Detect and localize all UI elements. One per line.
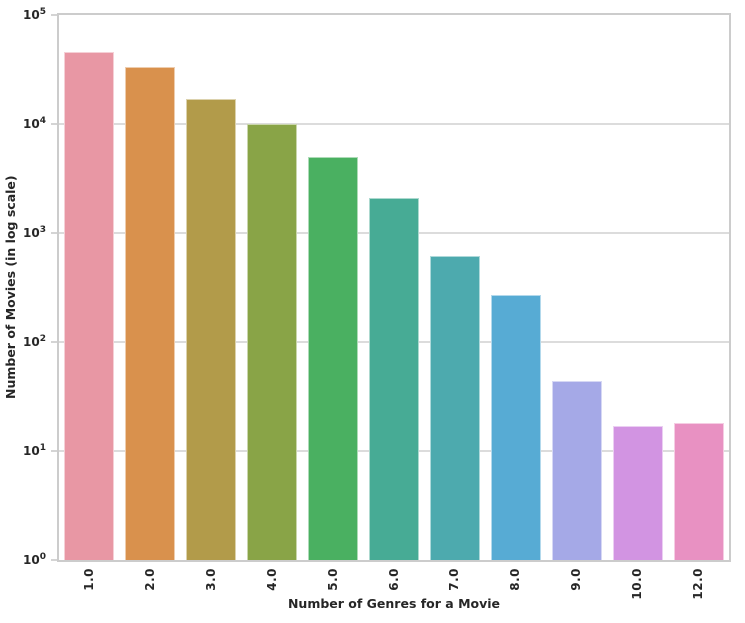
y-tick-mark: [51, 341, 57, 343]
y-tick-label: 103: [23, 224, 46, 240]
y-tick-exponent: 3: [39, 224, 46, 235]
bar-4.0: [247, 124, 298, 560]
y-tick-mark: [51, 14, 57, 16]
y-tick-label: 104: [23, 115, 46, 131]
bar-5.0: [308, 156, 359, 560]
y-tick-label: 100: [23, 551, 46, 567]
y-tick-exponent: 0: [39, 551, 46, 562]
y-tick-label: 101: [23, 442, 46, 458]
bar-3.0: [186, 98, 237, 560]
x-tick-label: 3.0: [203, 568, 218, 591]
y-axis-title: Number of Movies (in log scale): [3, 175, 18, 400]
bar-2.0: [125, 67, 176, 560]
x-tick-label: 5.0: [325, 568, 340, 591]
x-tick-label: 4.0: [264, 568, 279, 591]
bar-10.0: [612, 425, 663, 560]
y-tick-label: 105: [23, 6, 46, 22]
bar-6.0: [369, 197, 419, 560]
plot-area: [57, 13, 731, 562]
y-tick-exponent: 4: [39, 115, 46, 126]
x-tick-label: 6.0: [386, 568, 401, 591]
y-tick-mark: [51, 450, 57, 452]
y-tick-exponent: 1: [39, 442, 46, 453]
bar-12.0: [673, 423, 724, 560]
x-tick-label: 7.0: [447, 568, 462, 591]
x-tick-label: 2.0: [142, 568, 157, 591]
x-tick-label: 12.0: [691, 568, 706, 600]
bar-9.0: [551, 380, 602, 560]
y-tick-exponent: 5: [39, 6, 46, 17]
x-axis-title: Number of Genres for a Movie: [287, 596, 501, 611]
gridline: [59, 123, 729, 125]
bar-1.0: [64, 51, 115, 560]
y-tick-mark: [51, 559, 57, 561]
x-tick-label: 8.0: [508, 568, 523, 591]
y-tick-label: 102: [23, 333, 46, 349]
x-tick-label: 1.0: [81, 568, 96, 591]
y-tick-mark: [51, 232, 57, 234]
bar-8.0: [490, 294, 541, 560]
y-tick-exponent: 2: [39, 333, 46, 344]
x-tick-label: 9.0: [569, 568, 584, 591]
bar-7.0: [429, 256, 480, 560]
y-tick-mark: [51, 123, 57, 125]
x-tick-label: 10.0: [630, 568, 645, 600]
